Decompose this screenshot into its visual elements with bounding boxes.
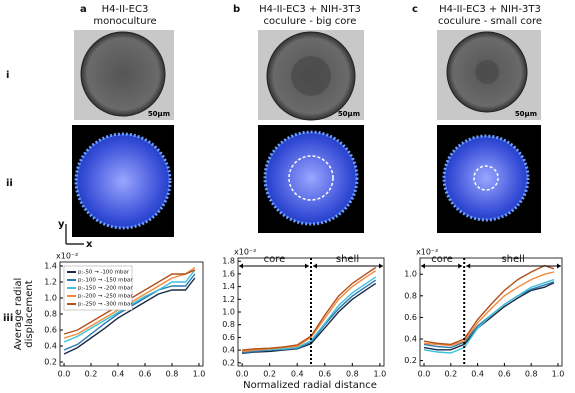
x-tick-label: 0.8 <box>525 370 538 379</box>
y-tick-label: 1.0 <box>404 270 417 279</box>
x-tick-label: 0.4 <box>471 370 484 379</box>
legend-label: p:-100 → -150 mbar <box>78 278 133 284</box>
y-tick-label: 0.2 <box>222 358 235 367</box>
y-tick-label: 1.2 <box>44 278 57 287</box>
y-axis-label: Average radial <box>13 278 24 351</box>
y-tick-label: 1.0 <box>222 308 235 317</box>
y-tick-label: 1.4 <box>222 282 235 291</box>
y-tick-label: 0.8 <box>44 310 57 319</box>
y-tick-label: 1.0 <box>44 294 57 303</box>
x-tick-label: 1.0 <box>374 370 387 379</box>
arrow-head <box>466 263 471 269</box>
x-tick-label: 0.6 <box>139 370 152 379</box>
arrow-head <box>313 263 317 269</box>
axis-indicator-label: x <box>86 239 93 250</box>
plot-frame <box>419 257 563 367</box>
brightfield-image: 50μm <box>258 30 364 121</box>
panel-title: coculure - small core <box>438 16 542 27</box>
region-label: core <box>264 254 286 265</box>
row-label: ii <box>6 178 13 189</box>
panel-letter: c <box>412 4 418 15</box>
panel-letter: a <box>80 4 87 15</box>
region-label: shell <box>501 254 524 265</box>
series-line <box>242 266 377 351</box>
brightfield-image: 50μm <box>437 30 541 120</box>
arrow-head <box>458 263 463 269</box>
row-label: iii <box>3 313 13 324</box>
x-tick-label: 0.0 <box>418 370 431 379</box>
axis-multiplier: x10⁻² <box>56 252 78 261</box>
panel-title: H4-II-EC3 <box>102 4 149 15</box>
arrow-head <box>305 263 309 269</box>
panel-letter: b <box>233 4 240 15</box>
axis-multiplier: x10⁻² <box>416 248 438 257</box>
scale-bar: 50μm <box>148 110 170 118</box>
x-tick-label: 0.2 <box>263 370 276 379</box>
displacement-image <box>437 125 541 233</box>
axis-multiplier: x10⁻² <box>234 248 256 257</box>
arrow-head <box>421 263 425 269</box>
x-tick-label: 0.6 <box>498 370 511 379</box>
legend-label: p:-250 → -300 mbar <box>78 302 133 308</box>
series-line <box>423 281 555 349</box>
y-tick-label: 0.6 <box>44 326 57 335</box>
y-tick-label: 1.4 <box>44 262 57 271</box>
y-tick-label: 0.8 <box>222 320 235 329</box>
series-line <box>423 264 555 346</box>
scale-bar: 50μm <box>338 110 360 118</box>
series-line <box>423 282 555 351</box>
y-tick-label: 0.2 <box>44 358 57 367</box>
x-tick-label: 0.4 <box>291 370 304 379</box>
x-tick-label: 0.0 <box>58 370 71 379</box>
y-tick-label: 0.2 <box>404 356 417 365</box>
region-label: core <box>431 254 453 265</box>
y-tick-label: 0.4 <box>404 335 417 344</box>
arrow-head <box>557 263 561 269</box>
legend-label: p:-50 → -100 mbar <box>78 270 130 276</box>
x-tick-label: 0.8 <box>166 370 179 379</box>
scale-bar: 50μm <box>515 110 537 118</box>
series-line <box>242 270 377 353</box>
y-axis-label: displacement <box>24 280 35 347</box>
legend-label: p:-150 → -200 mbar <box>78 286 133 292</box>
y-tick-label: 1.6 <box>222 269 235 278</box>
series-line <box>423 271 555 347</box>
region-label: shell <box>336 254 359 265</box>
panel-title: H4-II-EC3 + NIH-3T3 <box>259 4 361 15</box>
displacement-image <box>258 125 364 233</box>
x-tick-label: 0.4 <box>112 370 125 379</box>
arrow-head <box>239 263 243 269</box>
x-tick-label: 1.0 <box>193 370 206 379</box>
y-tick-label: 0.4 <box>44 342 57 351</box>
axis-indicator-label: y <box>58 219 65 230</box>
displacement-image <box>72 125 174 237</box>
y-tick-label: 0.6 <box>222 333 235 342</box>
y-tick-label: 0.4 <box>222 346 235 355</box>
y-tick-label: 1.2 <box>222 295 235 304</box>
series-line <box>423 278 555 354</box>
arrow-head <box>379 263 383 269</box>
x-tick-label: 0.2 <box>85 370 98 379</box>
panel-title: coculure - big core <box>264 16 357 27</box>
legend-label: p:-200 → -250 mbar <box>78 294 133 300</box>
x-tick-label: 0.2 <box>444 370 457 379</box>
y-tick-label: 0.8 <box>404 291 417 300</box>
x-tick-label: 0.6 <box>318 370 331 379</box>
y-tick-label: 1.8 <box>222 257 235 266</box>
x-tick-label: 1.0 <box>552 370 565 379</box>
brightfield-image: 50μm <box>74 30 174 120</box>
panel-title: H4-II-EC3 + NIH-3T3 <box>439 4 541 15</box>
panel-title: monoculture <box>93 16 156 27</box>
row-label: i <box>6 70 9 81</box>
axes-indicator: y x <box>58 219 93 250</box>
y-tick-label: 0.6 <box>404 313 417 322</box>
series-line <box>242 276 377 353</box>
x-tick-label: 0.0 <box>236 370 249 379</box>
x-axis-label: Normalized radial distance <box>243 380 377 391</box>
x-tick-label: 0.8 <box>346 370 359 379</box>
